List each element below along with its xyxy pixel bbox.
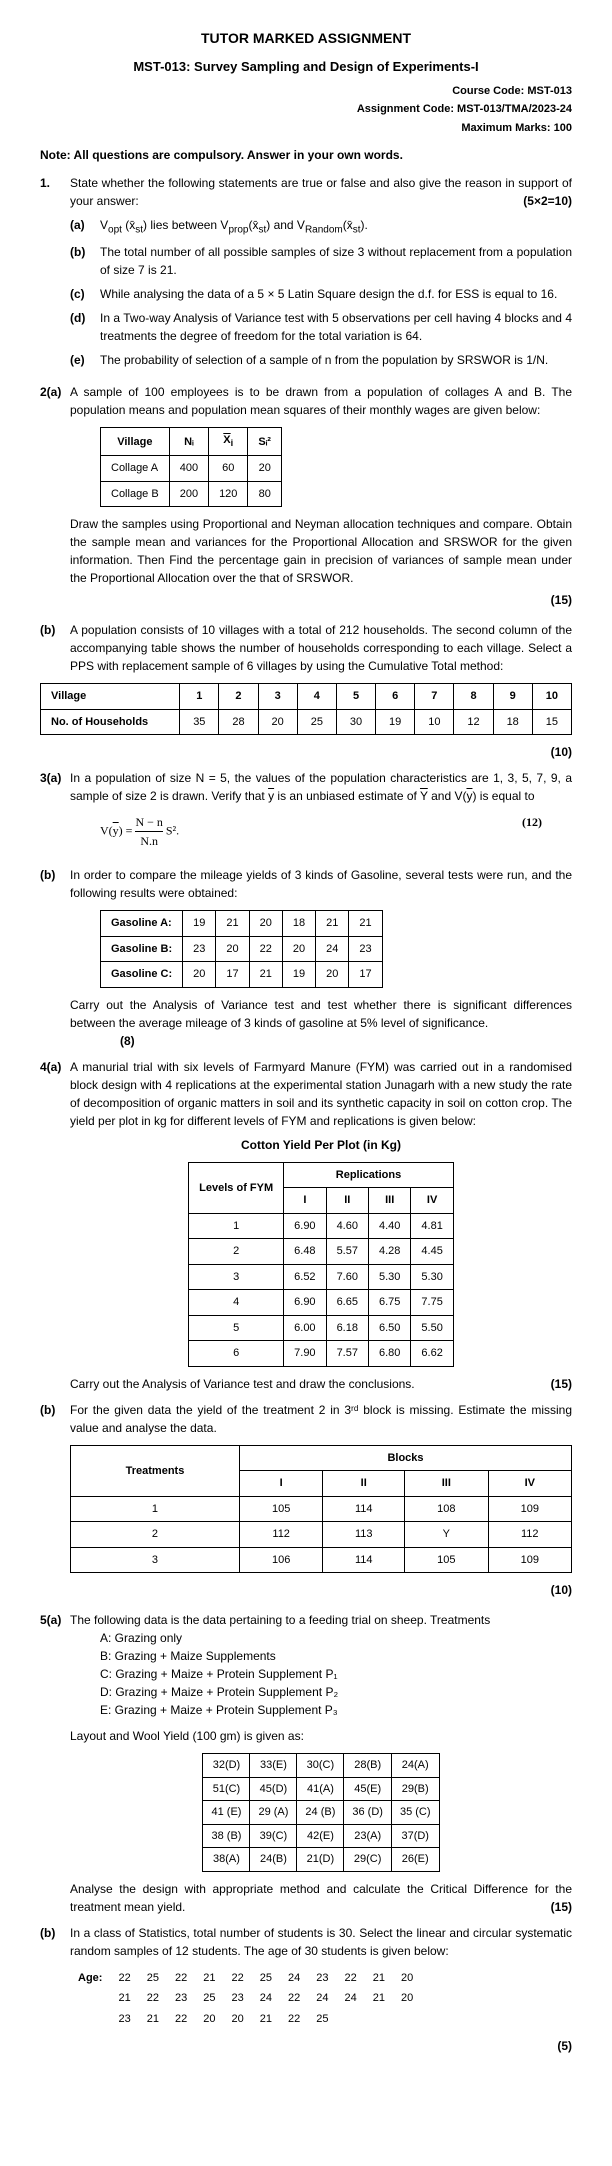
q2a-table: VillageNᵢXiSᵢ² Collage A4006020 Collage … <box>100 427 282 507</box>
q1a: Vopt (x̄st) lies between Vprop(x̄st) and… <box>100 216 572 237</box>
q5a-layout: 32(D)33(E)30(C)28(B)24(A) 51(C)45(D)41(A… <box>202 1753 439 1872</box>
note: Note: All questions are compulsory. Answ… <box>40 146 572 164</box>
q2b-table: Village12345678910 No. of Households3528… <box>40 683 572 735</box>
main-title: TUTOR MARKED ASSIGNMENT <box>40 28 572 49</box>
q1c: While analysing the data of a 5 × 5 Lati… <box>100 285 572 303</box>
q4a-marks: (15) <box>551 1375 572 1393</box>
q5a-marks: (15) <box>551 1898 572 1916</box>
q4b-marks: (10) <box>70 1581 572 1599</box>
question-3b: (b) In order to compare the mileage yiel… <box>40 866 572 1050</box>
q1b: The total number of all possible samples… <box>100 243 572 279</box>
question-1: 1. State whether the following statement… <box>40 174 572 375</box>
q3a-formula: V(y) = N − nN.n S².(12) <box>100 813 542 850</box>
question-5b: (b) In a class of Statistics, total numb… <box>40 1924 572 2060</box>
q4a-table: Levels of FYMReplications IIIIIIIV 16.90… <box>188 1162 454 1367</box>
q1-marks: (5×2=10) <box>523 192 572 210</box>
question-2b: (b) A population consists of 10 villages… <box>40 621 572 675</box>
q3b-marks: (8) <box>120 1032 572 1050</box>
course-code: Course Code: MST-013 <box>40 83 572 100</box>
q2b-marks: (10) <box>40 743 572 761</box>
question-5a: 5(a) The following data is the data pert… <box>40 1611 572 1916</box>
question-2a: 2(a) A sample of 100 employees is to be … <box>40 383 572 613</box>
q2a-marks: (15) <box>70 591 572 609</box>
subtitle: MST-013: Survey Sampling and Design of E… <box>40 57 572 77</box>
question-4b: (b) For the given data the yield of the … <box>40 1401 572 1604</box>
q1d: In a Two-way Analysis of Variance test w… <box>100 309 572 345</box>
question-3a: 3(a) In a population of size N = 5, the … <box>40 769 572 858</box>
q1e: The probability of selection of a sample… <box>100 351 572 369</box>
assignment-code: Assignment Code: MST-013/TMA/2023-24 <box>40 101 572 118</box>
max-marks: Maximum Marks: 100 <box>40 120 572 137</box>
q4b-table: TreatmentsBlocks IIIIIIIV 1105114108109 … <box>70 1445 572 1574</box>
q3b-table: Gasoline A:192120182121 Gasoline B:23202… <box>100 910 383 988</box>
q5b-age-table: Age:2225222122252423222120 2122232523242… <box>70 1968 421 2030</box>
question-4a: 4(a) A manurial trial with six levels of… <box>40 1058 572 1393</box>
q5b-marks: (5) <box>70 2037 572 2055</box>
